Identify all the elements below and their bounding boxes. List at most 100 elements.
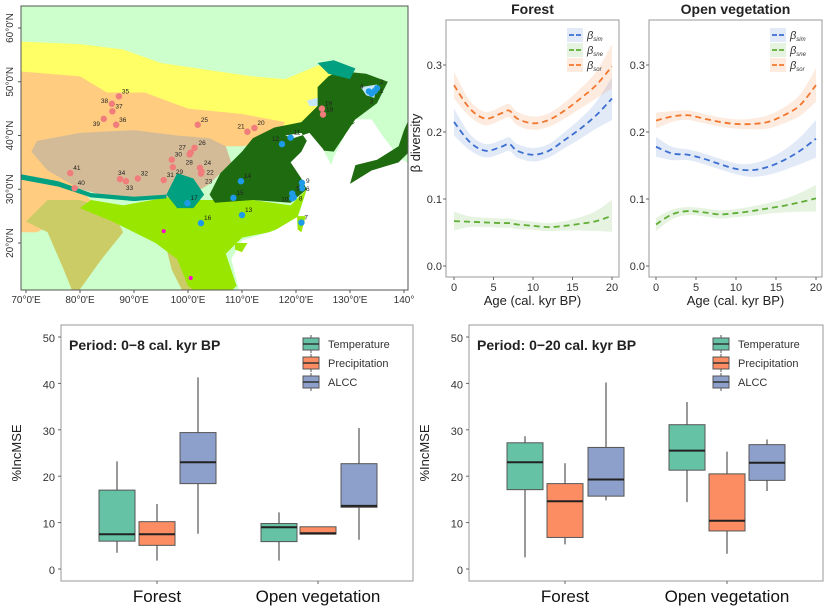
site-marker [115,93,123,100]
box-iqr [708,473,746,532]
legend-subscript: sim [796,37,805,43]
site-label: 15 [236,190,244,197]
plot-frame [648,19,823,278]
site-marker [238,211,246,219]
site-label: 17 [190,195,198,202]
site-marker [373,85,381,92]
site-label: 4 [360,83,364,90]
legend-key-band [567,43,583,57]
site-label: 34 [118,170,126,177]
series-line-sne [655,197,817,226]
map-lat-label: 40°0'N [5,121,16,151]
site-marker [278,140,286,148]
site-marker [100,115,107,123]
box-alcc-open-vegetation [340,427,378,540]
box-alcc-forest [587,382,625,501]
boxplot-0-20-kyr: 0 10 20 30 40 50 %IncMSE Period: 0−20 cal. kyr … [417,324,824,606]
y-tick-label: 0.1 [427,194,442,206]
site-marker [109,108,116,115]
site-label: 22 [207,170,215,177]
site-marker [112,121,120,128]
site-marker [116,175,124,183]
category-label: Open vegetation [665,587,790,606]
site-marker [169,164,177,171]
box-alcc-open-vegetation [748,439,786,492]
category-label: Forest [133,587,181,606]
site-label: 16 [204,215,212,222]
japan-forest [350,121,408,184]
box-iqr [668,424,706,471]
legend-label: Precipitation [328,358,389,370]
site-label: 28 [186,159,194,166]
x-tick-label: 0 [653,282,659,294]
y-tick-label: 0 [457,565,463,577]
site-label: 25 [201,117,209,124]
subtropical-forest-area [80,189,307,290]
site-label: 21 [237,124,245,131]
map-lon-label: 110°0'E [225,295,259,306]
x-tick-label: 15 [770,282,782,294]
sea-area [231,119,408,290]
site-label: 31 [167,172,175,179]
box-iqr [546,483,584,538]
legend-key-band [770,43,786,57]
site-marker [196,164,204,171]
site-label: 24 [204,160,212,167]
legend-label: βsim [586,30,603,43]
legend-label: βsne [586,45,604,58]
site-label: 23 [205,179,213,186]
panel-title: Open vegetation [681,1,791,17]
box-temperature-forest [506,436,544,558]
y-axis-label: %IncMSE [9,424,24,481]
site-marker [67,169,74,177]
site-marker [365,88,373,95]
site-label: 20 [257,120,265,127]
y-tick-label: 0 [49,565,55,577]
box-precipitation-open-vegetation [299,526,337,535]
legend-subscript: sor [593,67,602,73]
site-label: 6 [306,186,310,193]
site-label: 8 [299,195,303,202]
y-tick-label: 50 [451,333,463,345]
x-tick-label: 20 [606,282,618,294]
montane-himalaya [21,174,167,202]
y-tick-label: 0.3 [630,60,645,72]
site-marker [230,194,237,202]
site-marker [287,134,294,141]
box-iqr [98,489,136,542]
legend-key-band [567,28,583,42]
site-label: 14 [244,173,252,180]
site-label: 1 [380,88,384,95]
series-line-sor [453,65,613,125]
series-line-sor [655,84,817,126]
legend-key-band [567,58,583,72]
site-label: 36 [119,117,127,124]
map-lat-label: 30°0'N [5,174,16,204]
x-axis-label: Age (cal. kyr BP) [484,293,582,308]
site-label: 10 [281,196,289,203]
site-marker [186,151,193,158]
legend-label: βsor [586,60,603,73]
x-axis-label: Age (cal. kyr BP) [687,293,785,308]
legend-subscript: sim [593,37,602,43]
x-tick-label: 10 [527,282,539,294]
map-lon-label: 70°0'E [11,295,41,306]
site-label: 19 [325,101,333,108]
period-label: Period: 0−8 cal. kyr BP [69,337,220,353]
legend-subscript: sne [796,52,806,58]
y-tick-label: 50 [43,333,55,345]
box-temperature-open-vegetation [260,512,298,561]
hainan [234,243,248,253]
site-label: 29 [176,169,184,176]
y-axis-label: %IncMSE [417,424,432,481]
legend-key-band [770,58,786,72]
x-tick-label: 15 [566,282,578,294]
site-label: 33 [126,185,134,192]
confidence-band-sor [454,44,612,131]
site-label: 38 [101,98,109,105]
site-label: 39 [93,121,101,128]
map-frame [20,5,409,291]
site-label: 11 [294,130,301,137]
